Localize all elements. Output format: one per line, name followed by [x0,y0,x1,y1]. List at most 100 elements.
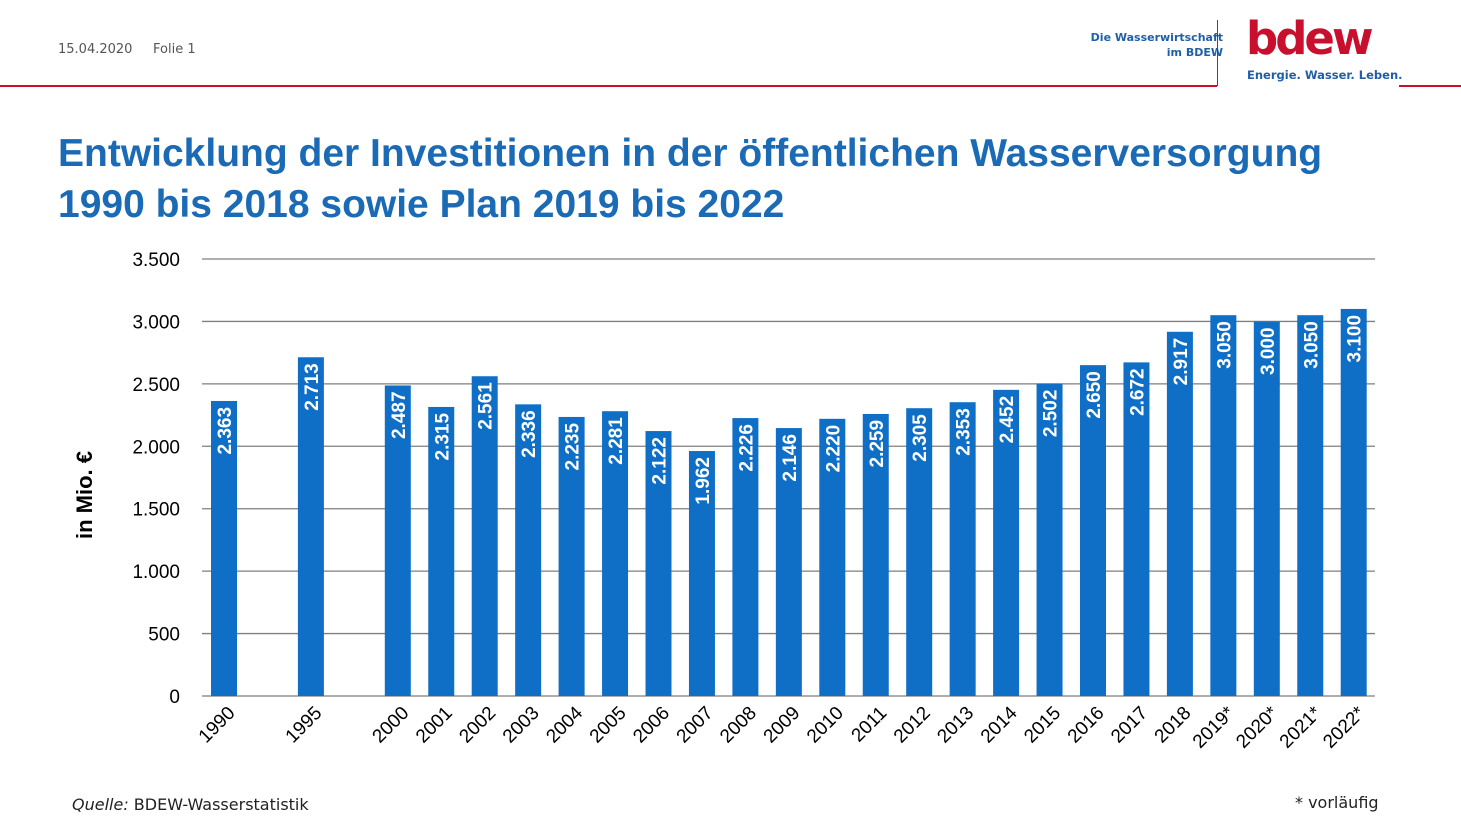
x-tick-label: 2005 [586,703,631,748]
x-tick-label: 2011 [848,703,892,747]
x-tick-label: 2001 [412,703,457,748]
org-line-2: im BDEW [1166,46,1223,59]
x-tick-label: 1990 [195,703,240,748]
bar [558,416,585,696]
bar [993,389,1020,696]
data-label: 2.235 [563,423,584,471]
bar [515,404,542,696]
y-axis-ticks: 0 500 1.000 1.500 2.000 2.500 3.000 3.500 [132,250,180,708]
x-tick-label: 2009 [760,703,805,748]
x-tick-label: 2017 [1107,703,1152,748]
bar [1123,362,1150,696]
org-line-1: Die Wasserwirtschaft [1090,31,1223,44]
bar [645,431,672,696]
x-tick-label: 2000 [369,703,414,748]
data-label: 2.353 [954,408,975,456]
bar [471,376,498,696]
bar [1036,383,1063,696]
header-rule-right [1399,85,1461,87]
bar [1253,321,1280,696]
bar [384,385,411,696]
bar [862,413,889,696]
data-label: 2.561 [476,382,497,430]
logo-tagline: Energie. Wasser. Leben. [1247,68,1403,82]
bar [688,451,715,696]
y-tick-label: 2.500 [132,375,180,396]
bars [211,308,1367,696]
source-note: Quelle: BDEW-Wasserstatistik [72,795,309,814]
x-tick-label: 2021* [1276,702,1326,752]
bar [732,418,759,696]
data-label: 2.487 [389,391,410,439]
bar [819,418,846,696]
x-tick-label: 2003 [499,703,544,748]
title-line-1: Entwicklung der Investitionen in der öff… [58,132,1323,175]
bar [949,402,976,696]
bar [428,406,455,696]
org-subtitle: Die Wasserwirtschaft im BDEW [1091,30,1223,60]
bar [1080,365,1106,696]
y-tick-label: 0 [169,687,180,708]
title-line-2: 1990 bis 2018 sowie Plan 2019 bis 2022 [58,183,785,226]
x-tick-label: 2008 [716,703,761,748]
bar [211,400,237,696]
y-tick-label: 1.500 [132,500,180,521]
bar [602,411,629,696]
header-rule-left [0,85,1217,87]
x-tick-label: 2010 [803,703,848,748]
data-label: 2.146 [780,434,801,482]
x-tick-label: 2019* [1189,702,1239,752]
data-label: 2.363 [215,407,236,455]
data-label: 2.226 [736,424,757,472]
data-label: 2.336 [519,410,540,458]
bar [297,357,324,696]
bar [1340,308,1367,696]
source-label: Quelle: [72,795,129,814]
x-tick-label: 2020* [1232,702,1282,752]
y-tick-label: 1.000 [132,562,180,583]
x-axis-ticks: 1990 1995 20002001200220032004200520062007… [195,702,1370,752]
data-label: 2.220 [823,425,844,473]
data-label: 2.122 [650,437,671,485]
y-tick-label: 3.000 [132,312,180,333]
y-tick-label: 2.000 [132,437,180,458]
data-label: 2.259 [867,420,888,468]
x-tick-label: 1995 [282,703,327,748]
x-tick-label: 2015 [1020,703,1065,748]
slide-number: Folie 1 [153,42,196,57]
y-axis-label: in Mio. € [72,451,97,539]
slide-title: Entwicklung der Investitionen in der öff… [58,128,1322,230]
x-tick-label: 2016 [1064,703,1109,748]
slide-date: 15.04.2020 [58,42,133,57]
data-label: 2.305 [910,414,931,462]
bar [1297,315,1324,696]
x-tick-label: 2018 [1151,703,1196,748]
y-tick-label: 3.500 [132,250,180,271]
x-tick-label: 2006 [629,703,674,748]
x-tick-label: 2013 [933,703,978,748]
data-label: 2.315 [432,413,453,461]
x-tick-label: 2014 [977,702,1022,747]
data-label: 2.713 [302,363,323,411]
data-label: 2.650 [1084,371,1105,419]
bar [775,428,802,696]
y-tick-label: 500 [148,625,180,646]
bar [906,408,933,696]
x-tick-label: 2012 [890,703,935,748]
x-tick-label: 2022* [1319,702,1369,752]
data-label: 2.281 [606,417,627,465]
source-text: BDEW-Wasserstatistik [128,795,309,814]
header-separator [1217,20,1218,86]
x-tick-label: 2004 [542,702,587,747]
data-labels: 2.363 2.713 2.487 2.315 2.561 2.336 2.235 2.281… [215,315,1366,505]
bdew-logo: bdew [1246,12,1374,65]
data-label: 2.672 [1127,368,1148,416]
bar [1166,331,1193,696]
data-label: 3.050 [1301,321,1322,369]
data-label: 3.100 [1345,315,1366,363]
data-label: 2.452 [997,396,1018,444]
x-tick-label: 2002 [455,703,500,748]
data-label: 3.050 [1214,321,1235,369]
data-label: 3.000 [1258,327,1279,375]
